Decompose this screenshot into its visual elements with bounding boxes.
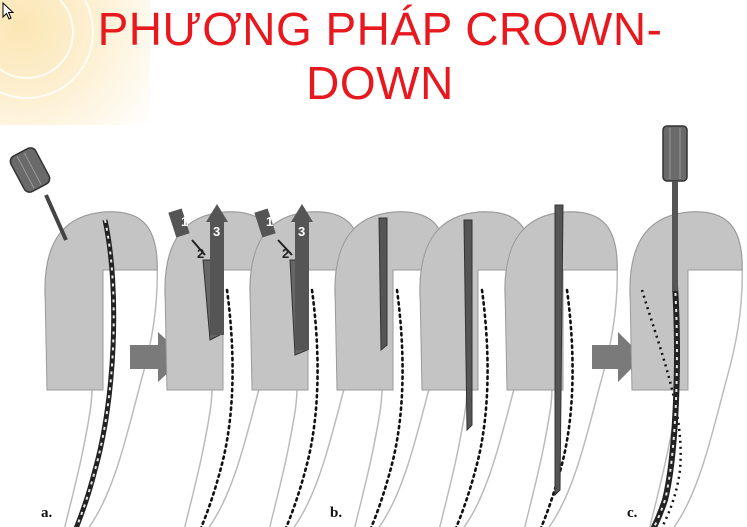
panel-c (629, 211, 744, 527)
mouse-cursor-icon (2, 2, 15, 20)
file-handle-icon (9, 147, 68, 241)
panel-b-tooth-5 (504, 204, 619, 527)
panel-a (44, 211, 159, 527)
panel-label-c: c. (627, 505, 638, 521)
crown-down-diagram: 1 2 3 1 2 3 (9, 125, 744, 527)
step-label-3b: 3 (298, 224, 305, 239)
arrow-right-icon (592, 332, 643, 382)
instrument-group-1 (168, 204, 228, 335)
instrument-group-2 (254, 204, 313, 350)
panel-b-tooth-4 (419, 211, 534, 527)
step-label-1: 1 (181, 214, 188, 229)
step-label-3: 3 (213, 224, 220, 239)
panel-b-tooth-3 (334, 211, 449, 527)
slide-title: PHƯƠNG PHÁP CROWN- DOWN (40, 2, 720, 110)
step-label-1b: 1 (266, 214, 273, 229)
title-line-1: PHƯƠNG PHÁP CROWN- (97, 3, 663, 55)
step-label-2b: 2 (282, 246, 289, 261)
title-line-2: DOWN (306, 57, 454, 109)
panel-label-a: a. (41, 505, 53, 521)
slide-decoration (0, 0, 150, 125)
panel-label-b: b. (330, 505, 343, 521)
file-handle-icon (662, 125, 688, 291)
step-label-2: 2 (197, 246, 204, 261)
